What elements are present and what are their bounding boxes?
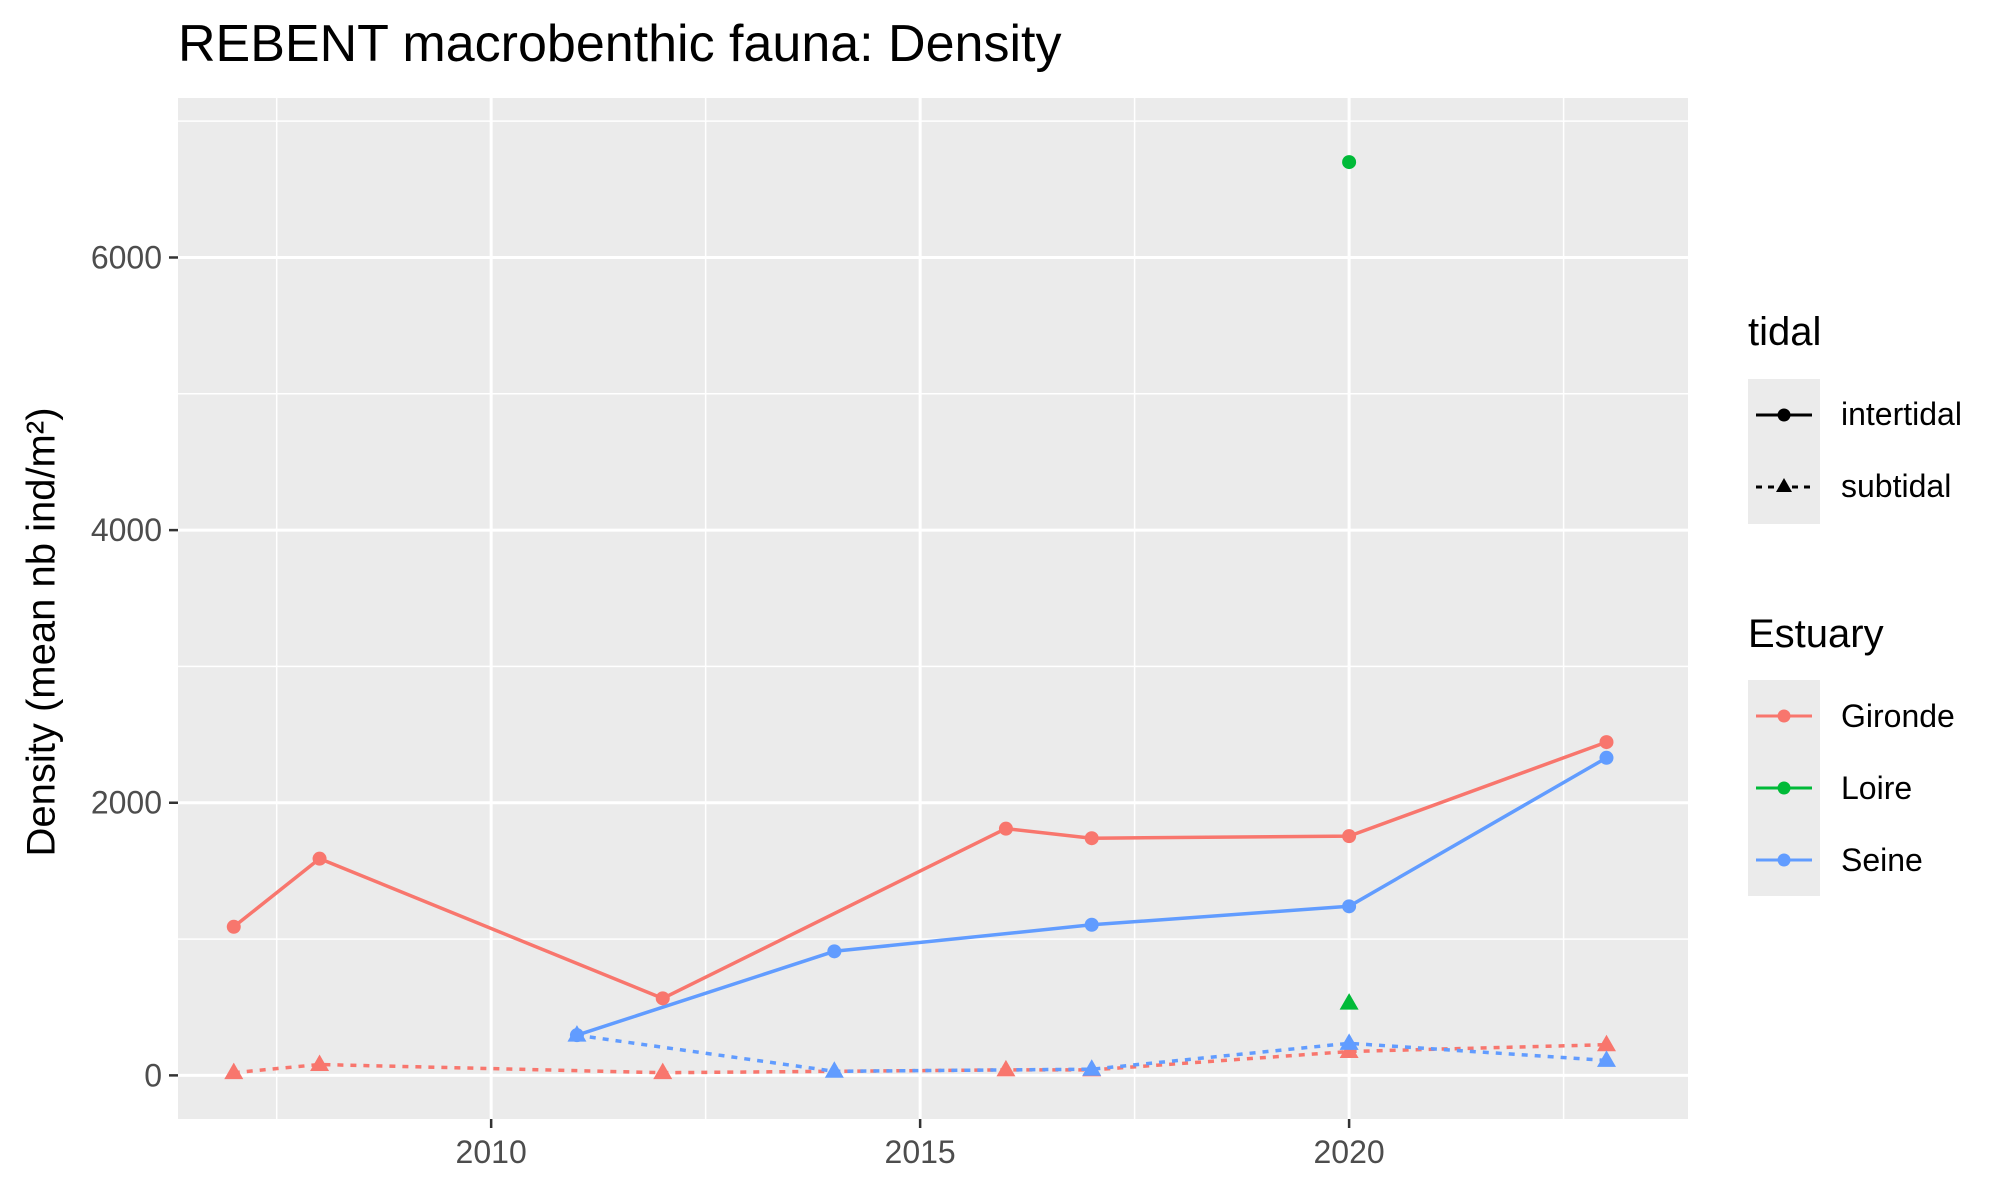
x-tick-label: 2015 bbox=[885, 1134, 956, 1170]
point-seine-subtidal bbox=[567, 1025, 587, 1042]
point-seine-subtidal bbox=[824, 1061, 844, 1078]
y-tick-label: 0 bbox=[144, 1057, 162, 1093]
point-seine-intertidal bbox=[1599, 750, 1614, 765]
point-seine-subtidal bbox=[1596, 1050, 1616, 1067]
point-gironde-intertidal bbox=[1084, 831, 1099, 846]
legend-tidal-title: tidal bbox=[1748, 310, 1822, 354]
series-points bbox=[224, 155, 1616, 1080]
point-loire-subtidal bbox=[1339, 993, 1359, 1010]
legend-label-loire: Loire bbox=[1841, 770, 1913, 806]
point-gironde-subtidal bbox=[224, 1062, 244, 1080]
point-gironde-subtidal bbox=[1596, 1034, 1616, 1052]
point-seine-intertidal bbox=[1342, 899, 1357, 914]
legend-tidal: tidal bbox=[1748, 310, 1821, 355]
y-tick-label: 2000 bbox=[91, 785, 162, 821]
y-axis-label: Density (mean nb ind/m²) bbox=[19, 407, 64, 857]
point-gironde-intertidal bbox=[998, 821, 1013, 836]
chart-title: REBENT macrobenthic fauna: Density bbox=[178, 15, 1062, 73]
point-gironde-subtidal bbox=[996, 1059, 1016, 1077]
point-gironde-intertidal bbox=[226, 919, 241, 934]
point-seine-subtidal bbox=[1339, 1033, 1359, 1050]
legend-label-gironde: Gironde bbox=[1841, 698, 1955, 734]
legend-estuary-symbols bbox=[1756, 709, 1812, 867]
point-gironde-intertidal bbox=[655, 991, 670, 1006]
legend-label-intertidal: intertidal bbox=[1841, 396, 1962, 432]
legend-loire-point bbox=[1777, 781, 1791, 795]
legend-subtidal-point bbox=[1776, 478, 1792, 492]
legend-label-seine: Seine bbox=[1841, 842, 1923, 878]
legend-seine-point bbox=[1777, 853, 1791, 867]
point-gironde-intertidal bbox=[1599, 735, 1614, 750]
grid-minor bbox=[178, 98, 1688, 1119]
grid-major bbox=[178, 98, 1688, 1119]
point-gironde-intertidal bbox=[312, 851, 327, 866]
y-tick-label: 4000 bbox=[91, 512, 162, 548]
point-seine-subtidal bbox=[1082, 1059, 1102, 1076]
legend-tidal-keys bbox=[1748, 379, 1820, 524]
x-tick-label: 2010 bbox=[456, 1134, 527, 1170]
series-line-seine-subtidal bbox=[576, 1033, 1607, 1074]
point-seine-intertidal bbox=[1084, 917, 1099, 932]
legend-gironde-point bbox=[1777, 709, 1791, 723]
point-loire-intertidal bbox=[1342, 155, 1357, 170]
legend-estuary: Estuary bbox=[1748, 612, 1884, 657]
point-seine-intertidal bbox=[827, 944, 842, 959]
axes: 2010 2015 2020 0 2000 4000 6000 bbox=[91, 239, 1385, 1170]
plot-panel bbox=[178, 98, 1688, 1119]
legend-tidal-symbols bbox=[1756, 408, 1812, 492]
point-gironde-subtidal bbox=[310, 1054, 330, 1071]
point-gironde-subtidal bbox=[653, 1062, 673, 1080]
y-tick-label: 6000 bbox=[91, 239, 162, 275]
point-gironde-intertidal bbox=[1342, 829, 1357, 844]
x-tick-label: 2020 bbox=[1314, 1134, 1385, 1170]
legend-intertidal-point bbox=[1777, 408, 1791, 422]
legend-estuary-title: Estuary bbox=[1748, 612, 1884, 656]
legend-label-subtidal: subtidal bbox=[1841, 468, 1952, 504]
